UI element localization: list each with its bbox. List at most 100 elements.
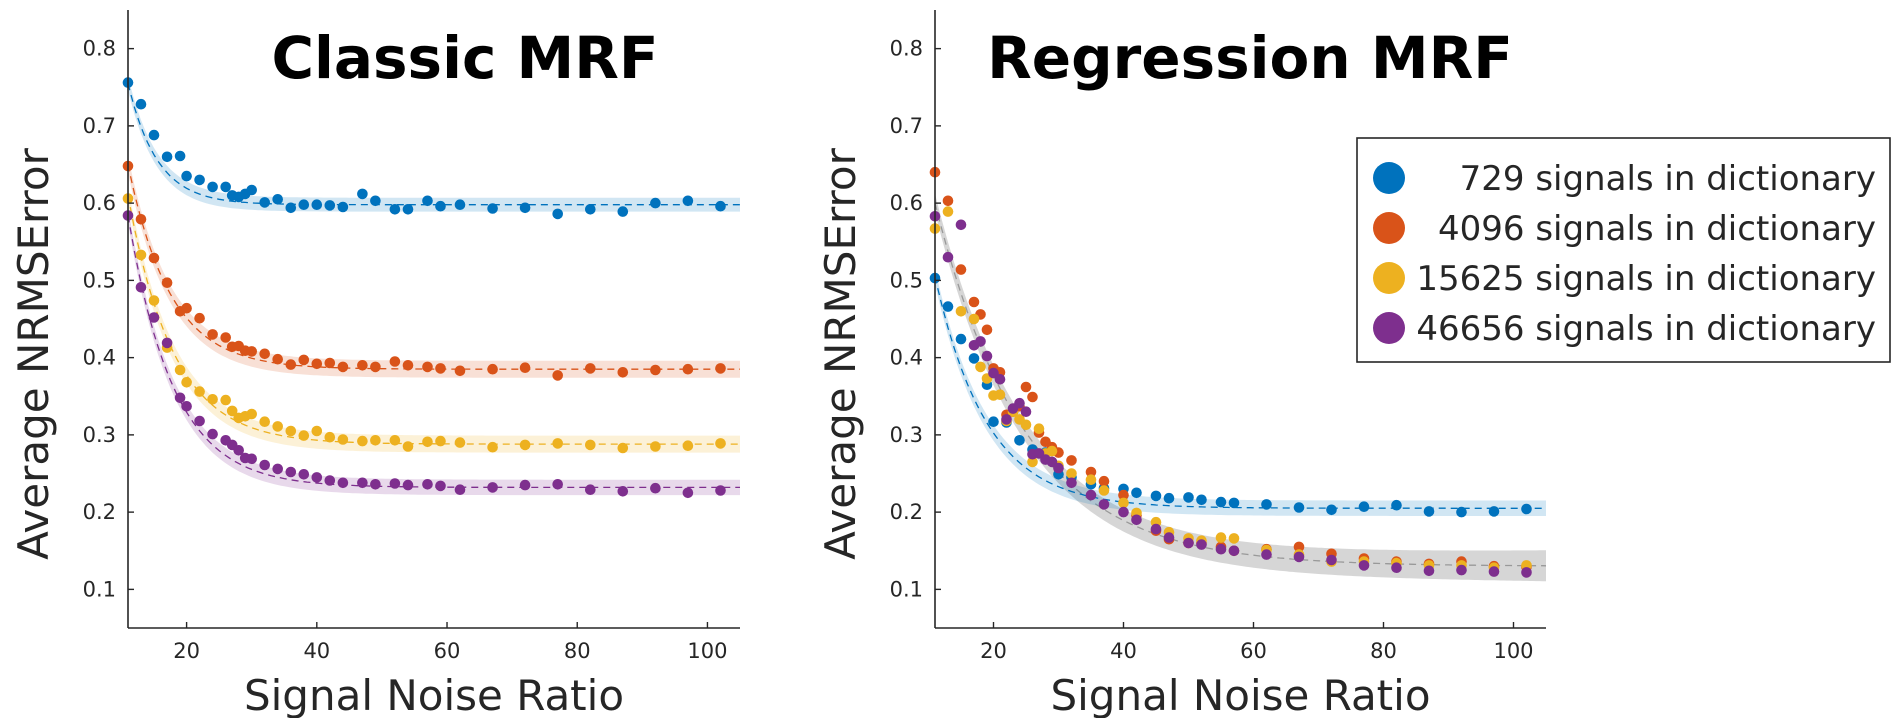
data-point — [617, 206, 629, 217]
regression-chart-title: Regression MRF — [987, 24, 1513, 92]
classic-series-0-points — [122, 77, 726, 220]
data-point — [272, 421, 284, 432]
data-point — [650, 482, 661, 494]
legend-entry: 15625 signals in dictionary — [1416, 259, 1876, 299]
data-point — [246, 408, 257, 420]
data-point — [955, 264, 967, 275]
data-point — [1391, 562, 1402, 573]
data-point — [519, 479, 531, 491]
data-point — [1020, 419, 1032, 431]
data-point — [975, 336, 986, 347]
data-point — [617, 367, 629, 378]
data-point — [487, 203, 498, 214]
data-point — [1488, 506, 1500, 517]
data-point — [435, 200, 446, 212]
data-point — [1261, 549, 1272, 560]
data-point — [942, 206, 954, 217]
data-point — [370, 195, 381, 207]
data-point — [1196, 494, 1207, 506]
data-point — [519, 362, 531, 374]
x-tick-label: 60 — [434, 639, 461, 663]
data-point — [1085, 466, 1097, 478]
data-point — [682, 195, 694, 207]
data-point — [135, 98, 147, 110]
data-point — [981, 350, 993, 362]
data-point — [1456, 506, 1467, 518]
legend-entry: 729 signals in dictionary — [1460, 159, 1876, 199]
data-point — [942, 301, 954, 312]
data-point — [1131, 514, 1142, 526]
data-point — [1183, 537, 1194, 549]
data-point — [1027, 456, 1038, 468]
data-point — [220, 181, 231, 193]
data-point — [1293, 502, 1305, 513]
data-point — [1150, 490, 1162, 502]
data-point — [1215, 532, 1227, 543]
data-point — [220, 394, 231, 406]
data-point — [1066, 455, 1077, 466]
data-point — [402, 479, 414, 491]
data-point — [181, 170, 192, 182]
data-point — [715, 485, 726, 496]
data-point — [617, 486, 629, 497]
data-point — [1131, 487, 1142, 499]
data-point — [298, 469, 310, 480]
data-point — [1456, 564, 1467, 576]
data-point — [259, 459, 271, 471]
data-point — [682, 487, 694, 499]
data-point — [402, 441, 414, 452]
data-point — [1358, 501, 1370, 512]
data-point — [1085, 474, 1097, 486]
data-point — [422, 195, 433, 207]
data-point — [585, 204, 596, 215]
data-point — [174, 150, 186, 162]
data-point — [1150, 523, 1162, 535]
data-point — [161, 277, 173, 289]
regression-y-axis-label: Average NRMSError — [816, 147, 865, 559]
classic-series-0-fit-line — [127, 83, 740, 206]
data-point — [955, 306, 967, 317]
data-point — [715, 200, 726, 212]
data-point — [715, 363, 726, 374]
data-point — [311, 425, 323, 437]
data-point — [311, 199, 323, 210]
data-point — [988, 416, 999, 428]
data-point — [298, 354, 310, 366]
legend-entry: 4096 signals in dictionary — [1438, 209, 1876, 249]
data-point — [650, 197, 661, 209]
data-point — [552, 370, 563, 381]
data-point — [1118, 489, 1129, 501]
data-point — [552, 438, 563, 449]
data-point — [994, 374, 1006, 385]
data-point — [1066, 477, 1077, 489]
y-tick-label: 0.6 — [83, 191, 116, 215]
data-point — [1066, 468, 1077, 479]
data-point — [1046, 445, 1058, 457]
data-point — [181, 302, 192, 314]
regression-x-axis-label: Signal Noise Ratio — [1050, 671, 1430, 718]
data-point — [402, 360, 414, 371]
data-point — [207, 181, 218, 193]
data-point — [585, 363, 596, 374]
data-point — [135, 282, 147, 293]
data-point — [1488, 566, 1500, 577]
data-point — [1020, 381, 1032, 393]
y-tick-label: 0.3 — [83, 423, 116, 447]
data-point — [1358, 560, 1370, 571]
data-point — [246, 453, 257, 465]
data-point — [487, 482, 498, 493]
regression-mrf-panel: 0.1 0.2 0.3 0.4 0.5 0.6 0.7 0.8 20 40 60 80 100 Regre… — [816, 10, 1547, 718]
data-point — [357, 360, 368, 371]
data-point — [272, 194, 284, 205]
data-point — [1118, 497, 1129, 509]
classic-series-2-points — [122, 193, 726, 454]
data-point — [174, 364, 186, 376]
data-point — [435, 480, 446, 492]
data-point — [1228, 545, 1240, 557]
data-point — [942, 251, 954, 263]
data-point — [1098, 485, 1110, 496]
classic-fit-layer — [127, 76, 740, 496]
data-point — [1521, 567, 1532, 578]
data-point — [337, 477, 349, 489]
data-point — [422, 436, 433, 448]
